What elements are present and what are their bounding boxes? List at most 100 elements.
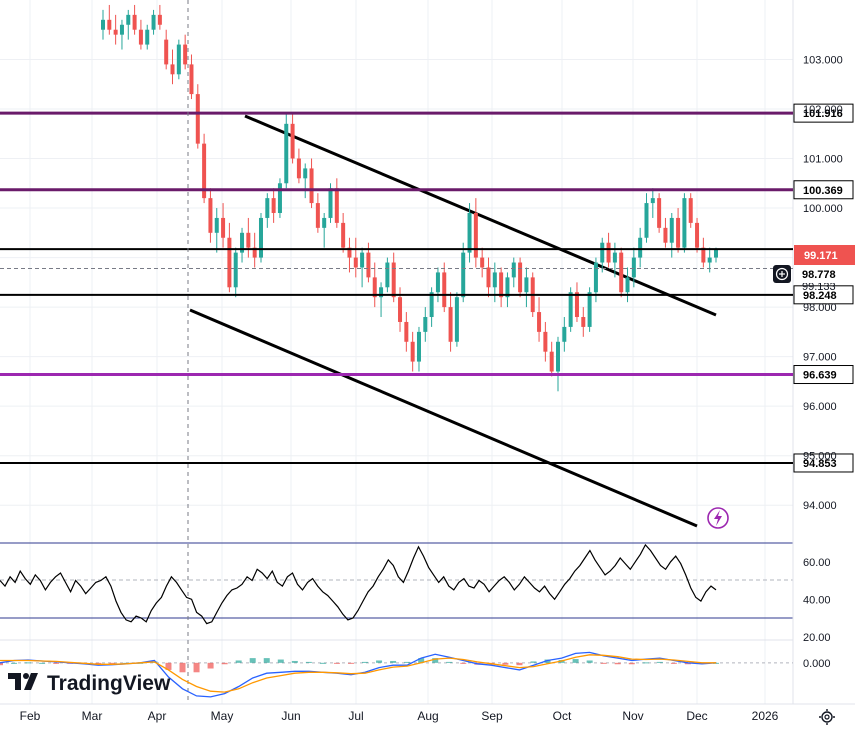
candle xyxy=(454,292,459,347)
month-label: Jul xyxy=(348,709,363,723)
macd-histogram-bar xyxy=(179,662,186,673)
macd-histogram-bar xyxy=(53,662,60,664)
candle xyxy=(132,4,137,35)
level-tag-bg-0 xyxy=(793,103,854,123)
candle xyxy=(574,282,579,322)
month-label: Jun xyxy=(281,709,300,723)
month-label: Feb xyxy=(20,709,41,723)
price-tick-label: 95.000 xyxy=(803,451,837,463)
candle xyxy=(657,193,662,233)
horizontal-levels[interactable]: 101.916 100.369 98.248 96.639 94.853 xyxy=(0,103,854,473)
macd-histogram-bar xyxy=(263,658,270,663)
candle xyxy=(473,198,478,268)
candle xyxy=(486,257,491,298)
price-tick-label: 103.000 xyxy=(803,54,843,66)
candle xyxy=(303,163,308,199)
macd-panel xyxy=(0,651,793,698)
candle xyxy=(461,242,466,303)
macd-histogram-bar xyxy=(502,662,509,665)
candle xyxy=(562,317,567,352)
add-alert-plus-icon[interactable] xyxy=(773,265,791,283)
candle xyxy=(202,133,207,204)
price-axis[interactable]: 94.00095.00096.00097.00098.00099.000100.… xyxy=(803,54,843,669)
month-label: Dec xyxy=(686,709,707,723)
tradingview-logo-text: TradingView xyxy=(47,672,171,695)
level-tag-bg-3 xyxy=(793,285,854,305)
lightning-icon[interactable] xyxy=(707,507,729,529)
macd-histogram-bar xyxy=(432,658,439,663)
panel-borders xyxy=(0,0,855,705)
oscillator-tick-label: 60.00 xyxy=(803,557,831,569)
oscillator-tick-label: 40.00 xyxy=(803,594,831,606)
candle xyxy=(290,113,295,164)
month-label: Mar xyxy=(82,709,103,723)
channel-lower-line[interactable] xyxy=(189,308,698,528)
tradingview-logo-icon xyxy=(8,673,38,690)
macd-histogram-bar xyxy=(446,661,453,663)
price-tick-label: 94.000 xyxy=(803,500,837,512)
macd-histogram-bar xyxy=(572,659,579,663)
candle xyxy=(379,282,384,318)
time-axis[interactable]: Feb Mar Apr May Jun Jul Aug Sep Oct Nov Dec 2026 xyxy=(20,709,779,723)
oscillator-line xyxy=(0,543,717,625)
level-tag-0: 101.916 xyxy=(803,108,843,120)
candle xyxy=(695,217,700,253)
candle xyxy=(277,178,282,218)
macd-histogram-bar xyxy=(614,662,621,665)
level-tag-bg-1 xyxy=(793,180,854,200)
candle xyxy=(107,4,112,35)
candle xyxy=(676,208,681,253)
candle xyxy=(499,267,504,308)
candle xyxy=(524,267,529,308)
candle xyxy=(347,237,352,273)
candle xyxy=(208,188,213,243)
tradingview-logo[interactable]: TradingView xyxy=(8,672,171,695)
candle xyxy=(296,148,301,184)
candle xyxy=(404,312,409,352)
candle xyxy=(688,193,693,228)
macd-histogram-bar xyxy=(600,662,607,664)
candle xyxy=(227,222,232,293)
candle xyxy=(467,203,472,263)
candle xyxy=(119,19,124,50)
candle xyxy=(138,19,143,50)
dashed-reference-label: 99.133 xyxy=(802,281,836,293)
macd-histogram-bar xyxy=(109,662,116,664)
channel-upper-line[interactable] xyxy=(244,114,717,317)
price-tick-label: 98.000 xyxy=(803,302,837,314)
candle xyxy=(650,188,655,218)
price-tags: 99.171 99.133 98.778 xyxy=(773,245,855,293)
trend-channel[interactable] xyxy=(189,114,717,528)
crosshair-tag-bg xyxy=(794,265,846,283)
current-price-tag-bg xyxy=(794,245,855,265)
macd-histogram-bar xyxy=(586,660,593,663)
month-label: Apr xyxy=(148,709,167,723)
settings-gear-icon[interactable] xyxy=(819,709,835,725)
candle xyxy=(309,158,314,209)
month-label: May xyxy=(211,709,234,723)
candle xyxy=(271,188,276,223)
macd-histogram-bar xyxy=(530,661,537,663)
candle xyxy=(619,247,624,298)
macd-histogram-bar xyxy=(642,662,649,664)
macd-histogram-bar xyxy=(684,662,691,665)
macd-histogram-bar xyxy=(11,662,18,664)
candle xyxy=(606,232,611,268)
candle xyxy=(511,257,516,288)
candle xyxy=(315,193,320,233)
candle xyxy=(663,217,668,248)
candle xyxy=(145,24,150,50)
current-price-tag: 99.171 xyxy=(804,250,838,262)
macd-histogram-bar xyxy=(207,662,214,669)
macd-histogram-bar xyxy=(39,662,46,664)
level-tag-4: 96.639 xyxy=(803,370,837,382)
candle xyxy=(631,247,636,288)
macd-histogram-bar xyxy=(25,662,32,664)
oscillator-tick-label: 20.00 xyxy=(803,632,831,644)
candle xyxy=(714,247,718,263)
price-tick-label: 96.000 xyxy=(803,401,837,413)
macd-histogram-bar xyxy=(656,661,663,663)
candle xyxy=(416,326,421,372)
candle xyxy=(176,39,181,80)
